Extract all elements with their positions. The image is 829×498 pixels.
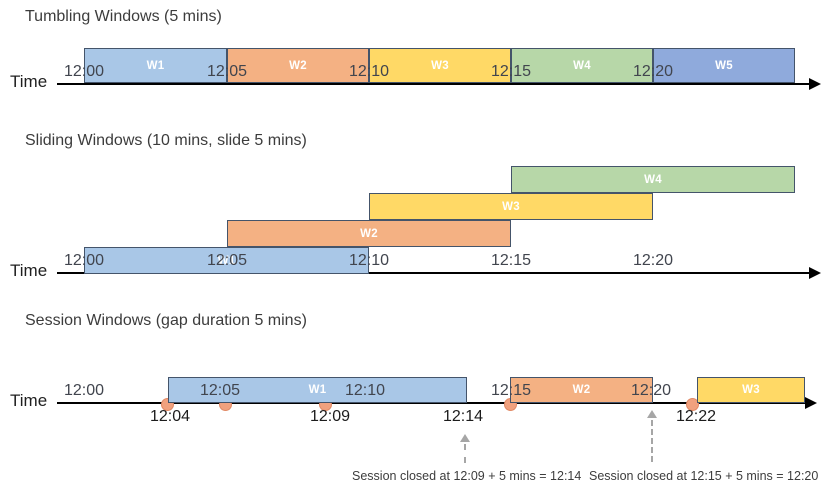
session-axis-arrowhead-icon	[805, 397, 817, 409]
tick-label: 12:20	[632, 63, 674, 80]
session-window-w3: W3	[697, 377, 805, 403]
sliding-window-w4: W4	[511, 166, 795, 193]
window-label: W2	[360, 227, 378, 240]
sliding-time-axis-label: Time	[10, 261, 48, 280]
tick-label: 12:15	[490, 63, 532, 80]
tick-label: 12:00	[63, 382, 105, 399]
tumbling-window-w2: W2	[227, 48, 369, 83]
window-label: W3	[742, 384, 760, 396]
session-closed-annotation: Session closed at 12:09 + 5 mins = 12:14	[352, 469, 582, 483]
tick-label: 12:10	[348, 252, 390, 269]
tick-label: 12:20	[630, 382, 672, 399]
session-window-w1: W1	[168, 377, 467, 403]
event-time-label: 12:22	[675, 408, 717, 425]
session-section-title: Session Windows (gap duration 5 mins)	[25, 312, 307, 329]
event-time-label: 12:04	[149, 408, 191, 425]
window-label: W3	[502, 200, 520, 213]
dashed-up-arrow-icon	[460, 434, 470, 442]
window-label: W5	[715, 59, 733, 72]
tick-label: 12:00	[63, 63, 105, 80]
tick-label: 12:05	[206, 63, 248, 80]
tumbling-axis-arrowhead-icon	[809, 78, 821, 90]
tick-label: 12:05	[199, 382, 241, 399]
window-label: W4	[573, 59, 591, 72]
sliding-window-w1: W1	[84, 247, 369, 274]
sliding-window-w3: W3	[369, 193, 653, 220]
sliding-axis-arrowhead-icon	[809, 267, 821, 279]
window-label: W3	[431, 59, 449, 72]
window-label: W1	[146, 59, 165, 72]
tick-label: 12:10	[348, 63, 390, 80]
tick-label: 12:10	[344, 382, 386, 399]
sliding-window-w2: W2	[227, 220, 511, 247]
tumbling-section-title: Tumbling Windows (5 mins)	[25, 8, 222, 25]
dashed-arrow-line	[464, 444, 466, 463]
window-label: W2	[572, 384, 591, 396]
tick-label: 12:05	[206, 252, 248, 269]
session-time-axis-label: Time	[10, 391, 48, 410]
sliding-time-axis	[57, 272, 810, 274]
tumbling-window-w5: W5	[653, 48, 795, 83]
tick-label: 12:15	[490, 382, 532, 399]
window-label: W4	[644, 173, 662, 186]
tumbling-time-axis	[57, 83, 810, 85]
tick-label: 12:15	[490, 252, 532, 269]
event-dot	[686, 398, 699, 411]
dashed-arrow-line	[651, 420, 653, 462]
tick-label: 12:20	[632, 252, 674, 269]
session-time-axis	[57, 402, 806, 404]
dashed-up-arrow-icon	[647, 410, 657, 418]
tumbling-time-axis-label: Time	[10, 72, 48, 91]
tick-label: 12:00	[63, 252, 105, 269]
session-window-w2: W2	[510, 377, 653, 403]
tumbling-window-w3: W3	[369, 48, 511, 83]
session-closed-annotation: Session closed at 12:15 + 5 mins = 12:20	[589, 469, 819, 483]
event-time-label: 12:14	[442, 408, 484, 425]
window-label: W1	[308, 384, 327, 396]
tumbling-window-w1: W1	[84, 48, 227, 83]
event-time-label: 12:09	[309, 408, 351, 425]
window-label: W2	[289, 59, 307, 72]
window-label: W1	[217, 254, 236, 267]
sliding-section-title: Sliding Windows (10 mins, slide 5 mins)	[25, 132, 307, 149]
tumbling-window-w4: W4	[511, 48, 653, 83]
